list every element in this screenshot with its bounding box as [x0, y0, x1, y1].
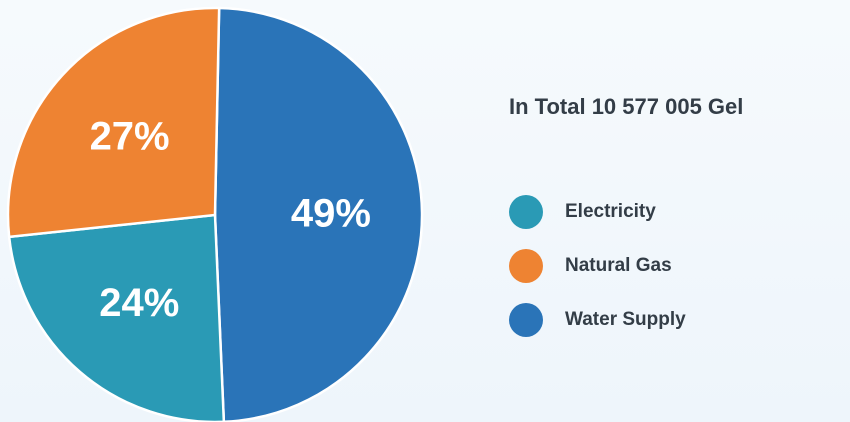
pie-label-natural-gas: 27%: [90, 115, 170, 159]
legend-label-water-supply: Water Supply: [565, 309, 686, 330]
legend-swatch-natural-gas: [509, 249, 543, 283]
legend-label-natural-gas: Natural Gas: [565, 255, 672, 276]
pie-label-electricity: 24%: [99, 281, 179, 325]
pie-slice-natural-gas: [6, 6, 221, 239]
pie-slice-electricity: [7, 213, 226, 422]
legend: Electricity Natural Gas Water Supply: [509, 194, 686, 356]
legend-item-electricity: Electricity: [509, 194, 686, 230]
legend-item-water-supply: Water Supply: [509, 302, 686, 338]
chart-title: In Total 10 577 005 Gel: [509, 94, 744, 119]
legend-item-natural-gas: Natural Gas: [509, 248, 686, 284]
pie-label-water-supply: 49%: [291, 192, 371, 236]
pie-slice-water-supply: [213, 6, 424, 422]
legend-swatch-water-supply: [509, 303, 543, 337]
legend-swatch-electricity: [509, 195, 543, 229]
legend-label-electricity: Electricity: [565, 201, 656, 222]
